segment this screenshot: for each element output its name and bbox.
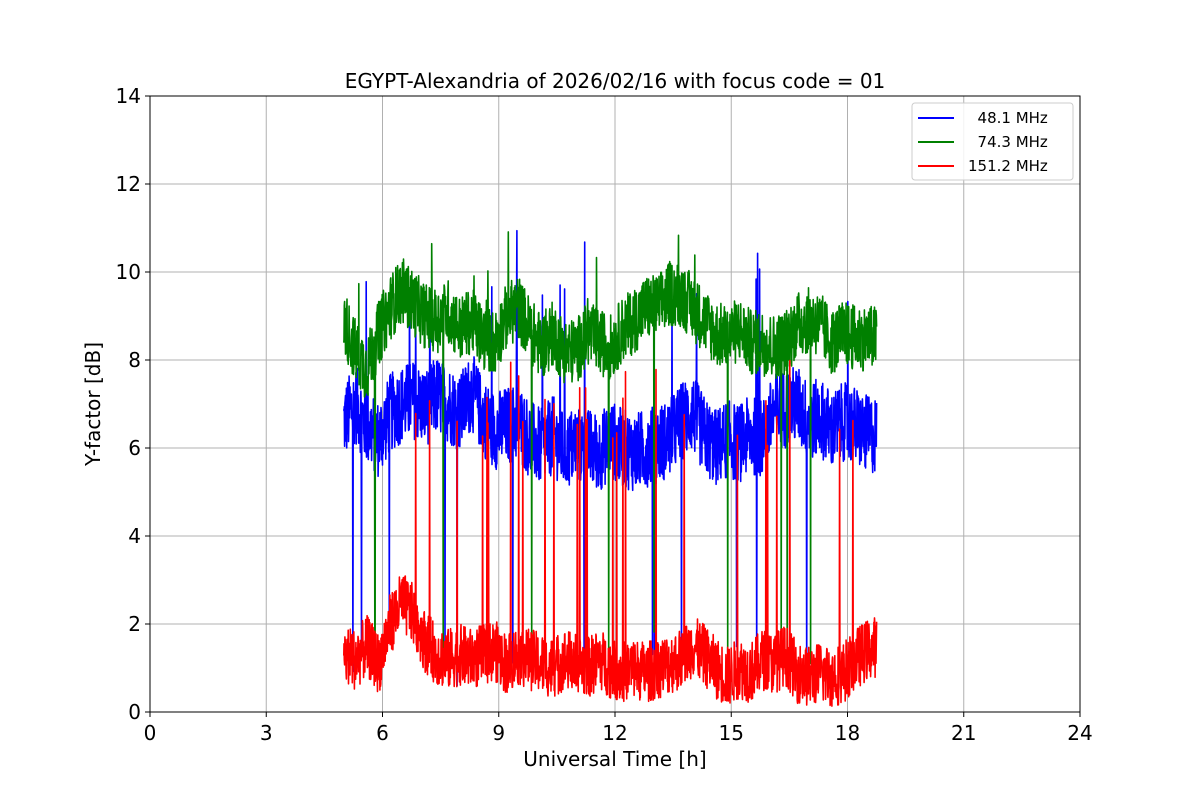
y-tick-label: 6	[128, 436, 141, 460]
x-tick-label: 6	[376, 721, 389, 745]
x-tick-label: 9	[492, 721, 505, 745]
series-layer	[343, 229, 878, 707]
y-axis: 0 2 4 6 8 10 12 14	[116, 84, 150, 724]
x-tick-label: 18	[835, 721, 860, 745]
y-tick-label: 8	[128, 348, 141, 372]
legend-label: 74.3 MHz	[968, 133, 1048, 151]
legend-label: 151.2 MHz	[968, 157, 1048, 175]
y-tick-label: 2	[128, 612, 141, 636]
y-tick-label: 12	[116, 172, 141, 196]
x-axis: 0 3 6 9 12 15 18 21 24	[144, 712, 1093, 745]
x-tick-label: 15	[719, 721, 744, 745]
legend-box	[911, 102, 1074, 181]
legend-label: 48.1 MHz	[968, 109, 1048, 127]
series-line	[343, 359, 878, 707]
x-tick-label: 12	[602, 721, 627, 745]
x-tick-label: 0	[144, 721, 157, 745]
y-tick-label: 10	[116, 260, 141, 284]
x-tick-label: 21	[951, 721, 976, 745]
y-tick-label: 14	[116, 84, 141, 108]
x-tick-label: 3	[260, 721, 273, 745]
y-tick-label: 4	[128, 524, 141, 548]
y-tick-label: 0	[128, 700, 141, 724]
plot-area	[343, 229, 878, 707]
series-line	[343, 231, 878, 672]
legend: 48.1 MHz 74.3 MHz 151.2 MHz	[911, 102, 1074, 181]
chart-title: EGYPT-Alexandria of 2026/02/16 with focu…	[345, 69, 886, 93]
x-axis-label: Universal Time [h]	[523, 747, 706, 771]
x-tick-label: 24	[1067, 721, 1092, 745]
y-axis-label: Y-factor [dB]	[81, 342, 105, 467]
